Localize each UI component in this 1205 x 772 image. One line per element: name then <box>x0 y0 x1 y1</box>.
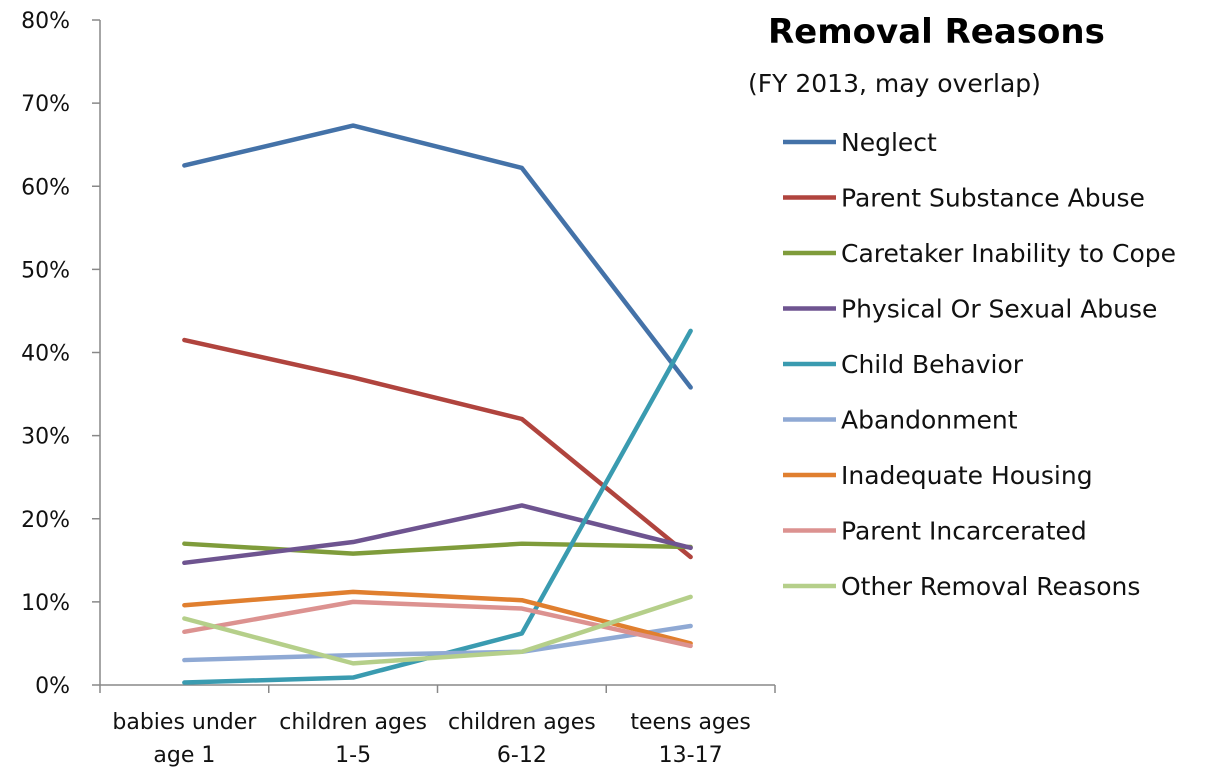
x-tick-label: teens ages 13-17 <box>630 710 751 768</box>
y-tick-label: 40% <box>21 342 70 367</box>
legend-label-neglect: Neglect <box>841 128 937 157</box>
x-tick-label: children ages 6-12 <box>448 710 596 768</box>
y-tick-label: 30% <box>21 425 70 450</box>
series-line-inadequate-housing <box>182 589 693 646</box>
series-line-neglect <box>182 123 693 390</box>
series-line-abandonment <box>182 623 693 663</box>
legend-label-parent-incarcerated: Parent Incarcerated <box>841 517 1087 546</box>
series-line-caretaker-inability-to-cope <box>182 541 693 556</box>
x-tick-label: babies under age 1 <box>112 710 257 768</box>
axes <box>99 20 775 686</box>
series-line-physical-or-sexual-abuse <box>182 503 693 566</box>
y-tick-label: 60% <box>21 175 70 200</box>
series-line-parent-incarcerated <box>182 599 693 649</box>
y-tick-label: 50% <box>21 258 70 283</box>
chart-subtitle: (FY 2013, may overlap) <box>748 69 1041 98</box>
y-tick-label: 70% <box>21 92 70 117</box>
y-tick-label: 20% <box>21 508 70 533</box>
series-line-parent-substance-abuse <box>182 337 693 560</box>
chart-title: Removal Reasons <box>768 12 1105 52</box>
legend-label-inadequate-housing: Inadequate Housing <box>841 461 1093 490</box>
y-tick-label: 80% <box>21 9 70 34</box>
y-tick-label: 10% <box>21 591 70 616</box>
legend-label-abandonment: Abandonment <box>841 406 1018 435</box>
x-tick-labels: babies under age 1 children ages 1-5 childre… <box>99 685 776 768</box>
legend-label-caretaker-inability-to-cope: Caretaker Inability to Cope <box>841 239 1176 268</box>
series-lines <box>182 123 693 685</box>
legend-label-other-removal-reasons: Other Removal Reasons <box>841 572 1140 601</box>
series-line-other-removal-reasons <box>182 594 693 666</box>
legend-label-parent-substance-abuse: Parent Substance Abuse <box>841 184 1145 213</box>
x-tick-label: children ages 1-5 <box>279 710 427 768</box>
legend-label-child-behavior: Child Behavior <box>841 350 1024 379</box>
legend: Neglect Parent Substance Abuse Caretaker I… <box>783 128 1176 601</box>
y-tick-label: 0% <box>35 674 70 699</box>
y-tick-labels: 0% 10% 20% 30% 40% 50% 60% 70% 80% <box>21 9 100 699</box>
legend-label-physical-or-sexual-abuse: Physical Or Sexual Abuse <box>841 295 1157 324</box>
